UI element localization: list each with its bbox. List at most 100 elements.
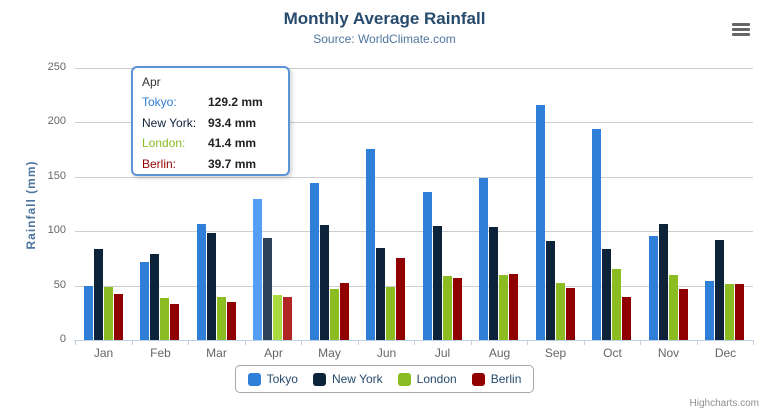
x-axis-label-aug: Aug [488, 346, 511, 360]
y-axis-title: Rainfall (mm) [24, 160, 38, 250]
gridline-100 [75, 231, 753, 232]
tooltip-series-value: 39.7 mm [208, 156, 257, 171]
y-axis-label-150: 150 [47, 170, 66, 182]
gridline-50 [75, 286, 753, 287]
x-axis-label-apr: Apr [264, 346, 283, 360]
bar-tokyo-mar[interactable] [197, 224, 206, 340]
bar-new-york-dec[interactable] [715, 240, 724, 340]
legend-item-tokyo[interactable]: Tokyo [247, 372, 298, 386]
bar-berlin-may[interactable] [340, 283, 349, 340]
y-axis-label-0: 0 [59, 333, 66, 345]
bar-new-york-mar[interactable] [207, 233, 216, 340]
bar-new-york-nov[interactable] [659, 224, 668, 340]
bar-tokyo-sep[interactable] [536, 105, 545, 340]
bar-new-york-sep[interactable] [546, 241, 555, 340]
bar-new-york-oct[interactable] [602, 249, 611, 340]
bar-tokyo-apr[interactable] [253, 199, 262, 340]
x-axis-label-may: May [318, 346, 341, 360]
bar-tokyo-nov[interactable] [649, 236, 658, 340]
x-axis-tick [584, 340, 585, 345]
hamburger-icon [732, 27, 750, 31]
x-axis-label-jun: Jun [376, 346, 397, 360]
legend-box: Tokyo New York London Berlin [234, 365, 535, 393]
chart-subtitle: Source: WorldClimate.com [313, 32, 456, 46]
x-axis-tick [753, 340, 754, 345]
legend-item-berlin[interactable]: Berlin [471, 372, 522, 386]
legend-label: Berlin [490, 372, 522, 386]
bar-berlin-mar[interactable] [227, 302, 236, 340]
bar-tokyo-may[interactable] [310, 183, 319, 340]
bar-tokyo-jun[interactable] [366, 149, 375, 340]
bar-new-york-jan[interactable] [94, 249, 103, 340]
x-axis-tick [640, 340, 641, 345]
gridline-200 [75, 122, 753, 123]
bar-new-york-feb[interactable] [150, 254, 159, 340]
bar-london-oct[interactable] [612, 269, 621, 340]
tooltip-series-label: London: [142, 136, 186, 150]
x-axis-label-nov: Nov [657, 346, 680, 360]
bar-london-may[interactable] [330, 289, 339, 340]
hamburger-icon [732, 32, 750, 36]
bar-london-nov[interactable] [669, 275, 678, 340]
bar-berlin-oct[interactable] [622, 297, 631, 340]
bar-london-jun[interactable] [386, 287, 395, 340]
tooltip-series-value: 129.2 mm [208, 95, 263, 109]
tooltip-series-value: 41.4 mm [208, 136, 257, 150]
tooltip-row: London: 41.4 mm [142, 133, 263, 154]
bar-berlin-sep[interactable] [566, 288, 575, 340]
bar-new-york-aug[interactable] [489, 227, 498, 340]
bar-berlin-feb[interactable] [170, 304, 179, 340]
y-axis-label-250: 250 [47, 61, 66, 73]
bar-london-apr[interactable] [273, 295, 282, 340]
x-axis-label-feb: Feb [150, 346, 171, 360]
legend-item-new-york[interactable]: New York [312, 372, 383, 386]
bar-tokyo-feb[interactable] [140, 262, 149, 340]
bar-berlin-dec[interactable] [735, 284, 744, 340]
x-axis-tick [245, 340, 246, 345]
bar-new-york-may[interactable] [320, 225, 329, 340]
bar-london-aug[interactable] [499, 275, 508, 340]
x-axis-label-oct: Oct [603, 346, 622, 360]
bar-new-york-apr[interactable] [263, 238, 272, 340]
bar-berlin-nov[interactable] [679, 289, 688, 340]
bar-tokyo-oct[interactable] [592, 129, 601, 340]
bar-london-mar[interactable] [217, 297, 226, 340]
legend-item-london[interactable]: London [397, 372, 457, 386]
bar-tokyo-dec[interactable] [705, 281, 714, 340]
bar-new-york-jun[interactable] [376, 248, 385, 340]
x-axis-tick [697, 340, 698, 345]
tooltip-series-label: Berlin: [142, 156, 177, 171]
bar-london-jan[interactable] [104, 287, 113, 340]
bar-berlin-jul[interactable] [453, 278, 462, 340]
bar-london-jul[interactable] [443, 276, 452, 340]
credits-link[interactable]: Highcharts.com [689, 398, 759, 409]
legend-label: London [416, 372, 457, 386]
hamburger-icon [732, 22, 750, 26]
bar-new-york-jul[interactable] [433, 226, 442, 340]
bar-tokyo-jul[interactable] [423, 192, 432, 340]
export-menu-button[interactable] [729, 18, 753, 40]
plot-area [74, 68, 754, 345]
x-axis-tick [414, 340, 415, 345]
bar-berlin-jan[interactable] [114, 294, 123, 340]
bar-tokyo-jan[interactable] [84, 286, 93, 340]
x-axis-label-dec: Dec [714, 346, 737, 360]
legend-label: Tokyo [266, 372, 298, 386]
legend-swatch-icon [397, 372, 411, 386]
bar-tokyo-aug[interactable] [479, 178, 488, 340]
bar-berlin-aug[interactable] [509, 274, 518, 340]
tooltip-series-label: New York: [142, 115, 197, 130]
y-axis-label-200: 200 [47, 115, 66, 127]
x-axis-label-jul: Jul [434, 346, 451, 360]
bar-london-sep[interactable] [556, 283, 565, 340]
bar-berlin-jun[interactable] [396, 258, 405, 340]
bar-london-feb[interactable] [160, 298, 169, 340]
tooltip-row: Tokyo: 129.2 mm [142, 92, 263, 113]
bar-berlin-apr[interactable] [283, 297, 292, 340]
bar-london-dec[interactable] [725, 284, 734, 340]
legend-swatch-icon [471, 372, 485, 386]
legend-swatch-icon [247, 372, 261, 386]
chart-title: Monthly Average Rainfall [283, 9, 486, 28]
x-axis-tick [358, 340, 359, 345]
